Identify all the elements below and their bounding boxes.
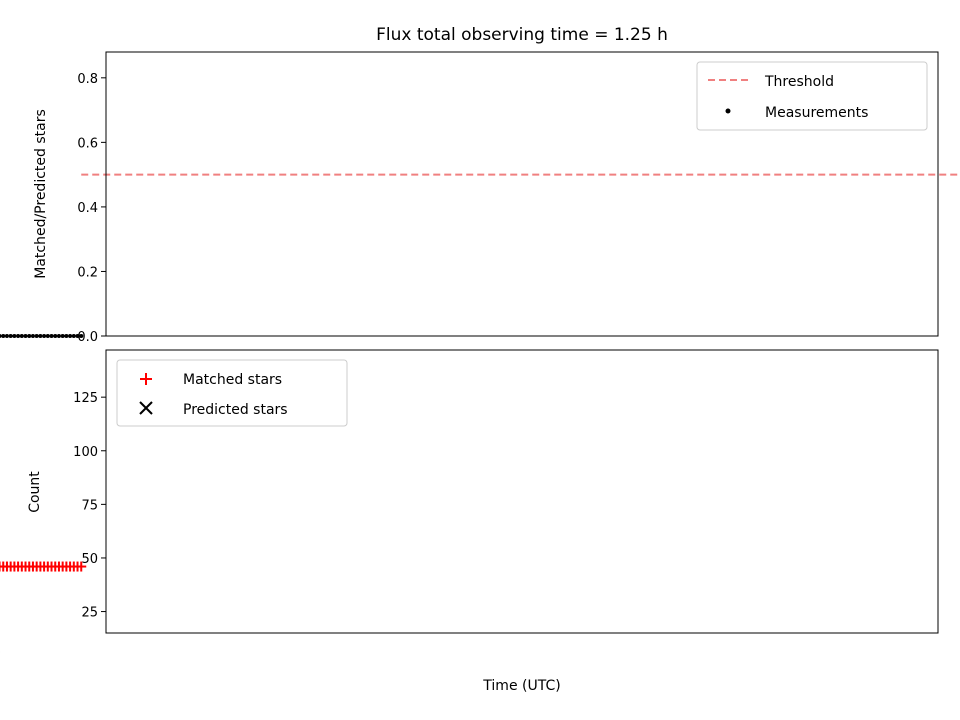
legend-matched-label: Matched stars — [183, 372, 282, 388]
top-legend-box — [696, 61, 928, 131]
bottom-y-tick-label: 25 — [81, 606, 98, 621]
bottom-y-ticks: 25 50 75 100 125 — [73, 391, 106, 621]
top-y-tick-label: 0.6 — [77, 136, 98, 151]
bottom-legend-box — [116, 359, 348, 427]
measurement-point — [34, 334, 39, 338]
top-y-tick-label: 0.0 — [77, 330, 98, 345]
matched-star-point — [0, 561, 5, 572]
measurement-point — [42, 334, 47, 338]
legend-measurements-label: Measurements — [765, 105, 868, 121]
top-axes-frame — [105, 51, 939, 337]
measurement-point — [45, 334, 50, 338]
legend-predicted-marker — [139, 401, 153, 415]
bottom-axes-frame — [105, 349, 939, 634]
bottom-plot-marks — [0, 561, 87, 572]
top-legend: Threshold Measurements — [696, 61, 928, 131]
bottom-y-tick-label: 100 — [73, 445, 98, 460]
bottom-y-tick-label: 50 — [81, 552, 98, 567]
top-y-tick-label: 0.4 — [77, 201, 98, 216]
x-tick-label: 18:00 — [0, 646, 1, 661]
top-y-ticks: 0.0 0.2 0.4 0.6 0.8 — [77, 72, 106, 345]
measurement-point — [68, 334, 73, 338]
top-y-tick-label: 0.2 — [77, 265, 98, 280]
bottom-y-tick-label: 75 — [81, 498, 98, 513]
top-y-axis-label: Matched/Predicted stars — [33, 109, 49, 279]
measurement-point — [4, 334, 9, 338]
bottom-legend: Matched stars Predicted stars — [116, 359, 348, 427]
top-plot-marks — [0, 173, 960, 338]
bottom-x-ticks: 18:0020:0022:0000:0002:0004:00 — [0, 646, 1, 661]
measurement-point — [64, 334, 69, 338]
legend-predicted-label: Predicted stars — [183, 402, 288, 418]
measurement-point — [75, 334, 80, 338]
measurement-point — [12, 334, 17, 338]
measurement-point — [71, 334, 76, 338]
measurement-point — [79, 334, 84, 338]
measurement-point — [53, 334, 58, 338]
measurement-point — [56, 334, 61, 338]
bottom-y-axis-label: Count — [27, 471, 43, 513]
measurement-point — [0, 334, 2, 338]
measurement-point — [38, 334, 43, 338]
measurement-point — [16, 334, 21, 338]
measurement-point — [60, 334, 65, 338]
legend-matched-marker — [140, 373, 152, 385]
legend-measurements-marker — [725, 108, 731, 114]
measurement-point — [49, 334, 54, 338]
measurement-point — [27, 334, 32, 338]
top-y-tick-label: 0.8 — [77, 72, 98, 87]
measurement-point — [8, 334, 13, 338]
bottom-y-tick-label: 125 — [73, 391, 98, 406]
legend-threshold-label: Threshold — [764, 74, 834, 90]
x-axis-label: Time (UTC) — [482, 678, 560, 694]
measurement-point — [19, 334, 24, 338]
measurement-point — [30, 334, 35, 338]
top-panel: 0.00.20.40.60.8 Matched/Predicted stars … — [0, 51, 960, 345]
chart-title: Flux total observing time = 1.25 h — [376, 25, 668, 45]
bottom-panel: 25 50 75 100 125 18:0020:0022:0000:0002:0004… — [0, 349, 939, 694]
measurement-point — [23, 334, 28, 338]
measurement-point — [1, 334, 6, 338]
